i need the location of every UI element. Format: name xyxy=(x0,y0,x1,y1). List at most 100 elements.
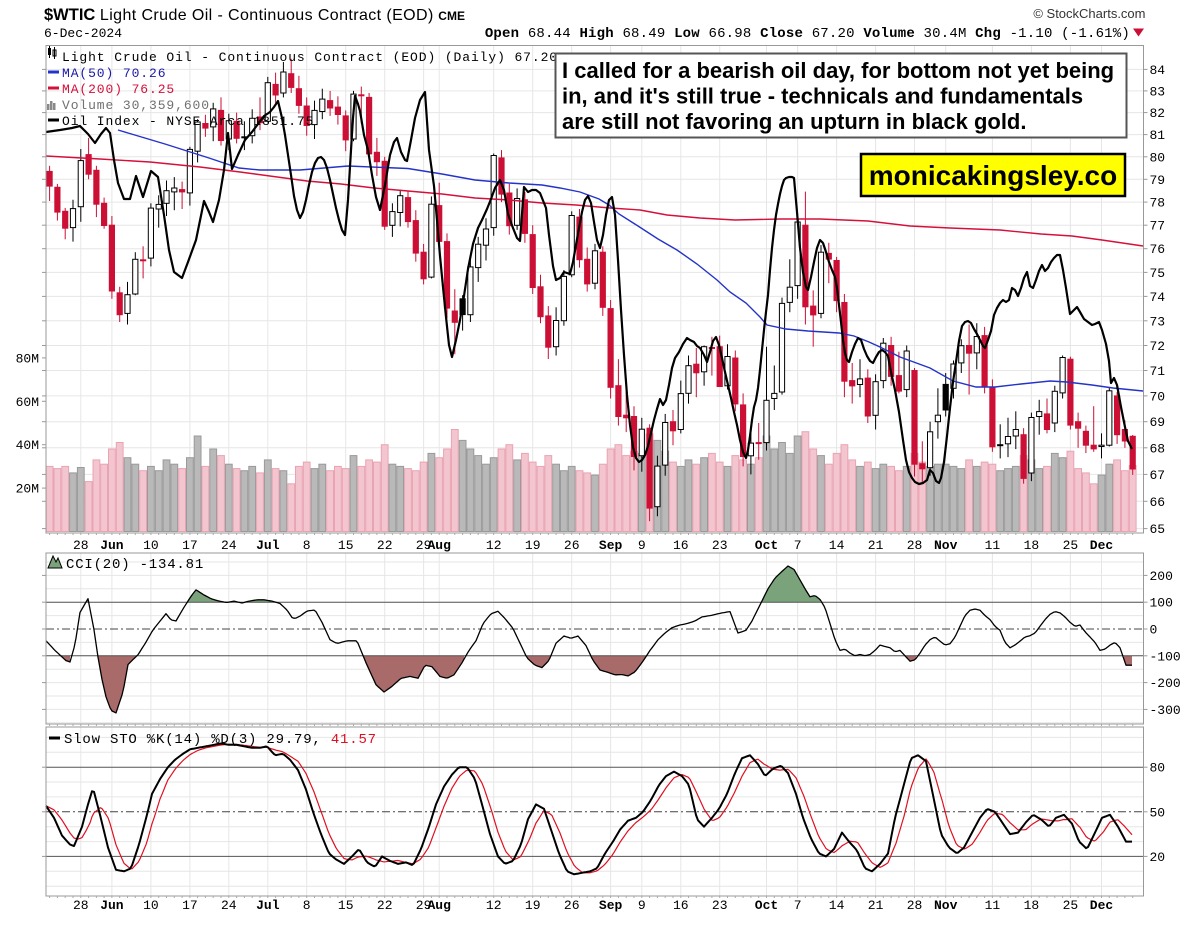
svg-text:12: 12 xyxy=(486,538,502,553)
svg-text:22: 22 xyxy=(377,538,393,553)
svg-text:12: 12 xyxy=(486,898,502,913)
svg-text:200: 200 xyxy=(1150,569,1173,584)
svg-text:are still not favoring an uptu: are still not favoring an upturn in blac… xyxy=(562,109,1026,134)
svg-text:29: 29 xyxy=(416,898,432,913)
svg-text:71: 71 xyxy=(1150,364,1166,379)
svg-text:9: 9 xyxy=(638,898,646,913)
svg-text:24: 24 xyxy=(221,898,237,913)
svg-text:CCI(20) -134.81: CCI(20) -134.81 xyxy=(66,557,204,573)
svg-text:$WTIC Light Crude Oil - Contin: $WTIC Light Crude Oil - Continuous Contr… xyxy=(44,6,465,24)
svg-text:14: 14 xyxy=(829,898,845,913)
svg-text:23: 23 xyxy=(712,898,728,913)
svg-text:28: 28 xyxy=(73,898,89,913)
svg-text:60M: 60M xyxy=(16,395,39,410)
svg-text:-300: -300 xyxy=(1150,703,1181,718)
svg-text:68: 68 xyxy=(1150,441,1166,456)
svg-text:65: 65 xyxy=(1150,522,1166,537)
svg-text:Oil Index - NYSE Arca 1851.75: Oil Index - NYSE Arca 1851.75 xyxy=(62,114,314,129)
svg-text:Sep: Sep xyxy=(599,538,623,553)
svg-text:66: 66 xyxy=(1150,495,1166,510)
svg-text:83: 83 xyxy=(1150,84,1166,99)
svg-text:Open 68.44 High 68.49 Low 66.9: Open 68.44 High 68.49 Low 66.98 Close 67… xyxy=(485,26,1130,42)
svg-text:24: 24 xyxy=(221,538,237,553)
svg-text:25: 25 xyxy=(1063,538,1079,553)
svg-text:28: 28 xyxy=(907,898,923,913)
svg-text:11: 11 xyxy=(985,538,1001,553)
svg-text:74: 74 xyxy=(1150,290,1166,305)
svg-text:67: 67 xyxy=(1150,468,1166,483)
svg-text:Sep: Sep xyxy=(599,898,623,913)
svg-text:Oct: Oct xyxy=(755,898,778,913)
svg-text:15: 15 xyxy=(338,898,354,913)
svg-text:80: 80 xyxy=(1150,150,1166,165)
svg-text:77: 77 xyxy=(1150,219,1166,234)
svg-text:40M: 40M xyxy=(16,438,39,453)
svg-text:Aug: Aug xyxy=(427,898,451,913)
svg-text:80M: 80M xyxy=(16,351,39,366)
svg-text:79: 79 xyxy=(1150,173,1166,188)
svg-text:80: 80 xyxy=(1150,761,1166,776)
svg-text:26: 26 xyxy=(564,538,580,553)
svg-text:Light Crude Oil - Continuous C: Light Crude Oil - Continuous Contract (E… xyxy=(62,50,558,65)
svg-text:25: 25 xyxy=(1063,898,1079,913)
svg-text:78: 78 xyxy=(1150,196,1166,211)
svg-text:Volume 30,359,600: Volume 30,359,600 xyxy=(62,98,210,113)
svg-text:20M: 20M xyxy=(16,482,39,497)
svg-text:69: 69 xyxy=(1150,415,1166,430)
svg-text:9: 9 xyxy=(638,538,646,553)
svg-text:Nov: Nov xyxy=(934,898,958,913)
svg-text:Jul: Jul xyxy=(256,898,280,913)
svg-text:in, and it's still true - tech: in, and it's still true - technicals and… xyxy=(562,84,1083,109)
svg-text:81: 81 xyxy=(1150,128,1166,143)
svg-text:28: 28 xyxy=(73,538,89,553)
svg-text:21: 21 xyxy=(868,538,884,553)
svg-text:Oct: Oct xyxy=(755,538,778,553)
svg-text:18: 18 xyxy=(1024,898,1040,913)
svg-text:72: 72 xyxy=(1150,339,1166,354)
svg-text:15: 15 xyxy=(338,538,354,553)
svg-text:18: 18 xyxy=(1024,538,1040,553)
svg-text:100: 100 xyxy=(1150,596,1173,611)
svg-text:Jun: Jun xyxy=(100,538,124,553)
svg-text:14: 14 xyxy=(829,538,845,553)
svg-text:17: 17 xyxy=(182,898,198,913)
svg-text:MA(50) 70.26: MA(50) 70.26 xyxy=(62,66,166,81)
svg-text:75: 75 xyxy=(1150,266,1166,281)
svg-text:28: 28 xyxy=(907,538,923,553)
svg-text:16: 16 xyxy=(673,538,689,553)
svg-text:I called for a bearish oil day: I called for a bearish oil day, for bott… xyxy=(562,58,1114,83)
svg-text:70: 70 xyxy=(1150,389,1166,404)
svg-text:8: 8 xyxy=(303,898,311,913)
svg-text:Dec: Dec xyxy=(1090,898,1114,913)
svg-text:19: 19 xyxy=(525,898,541,913)
svg-text:19: 19 xyxy=(525,538,541,553)
svg-text:Jul: Jul xyxy=(256,538,280,553)
svg-text:MA(200) 76.25: MA(200) 76.25 xyxy=(62,82,175,97)
svg-text:8: 8 xyxy=(303,538,311,553)
svg-text:84: 84 xyxy=(1150,63,1166,78)
svg-text:10: 10 xyxy=(143,898,159,913)
svg-text:10: 10 xyxy=(143,538,159,553)
svg-text:50: 50 xyxy=(1150,805,1166,820)
svg-text:82: 82 xyxy=(1150,106,1166,121)
svg-text:Dec: Dec xyxy=(1090,538,1114,553)
svg-text:21: 21 xyxy=(868,898,884,913)
svg-text:76: 76 xyxy=(1150,242,1166,257)
svg-text:© StockCharts.com: © StockCharts.com xyxy=(1033,6,1145,21)
svg-text:0: 0 xyxy=(1150,623,1158,638)
svg-text:7: 7 xyxy=(794,538,802,553)
svg-text:-200: -200 xyxy=(1150,676,1181,691)
svg-text:Aug: Aug xyxy=(427,538,451,553)
svg-text:22: 22 xyxy=(377,898,393,913)
svg-text:Jun: Jun xyxy=(100,898,124,913)
svg-text:16: 16 xyxy=(673,898,689,913)
svg-text:6-Dec-2024: 6-Dec-2024 xyxy=(44,26,122,41)
svg-text:11: 11 xyxy=(985,898,1001,913)
svg-text:-100: -100 xyxy=(1150,649,1181,664)
svg-text:29: 29 xyxy=(416,538,432,553)
svg-text:73: 73 xyxy=(1150,314,1166,329)
svg-text:Nov: Nov xyxy=(934,538,958,553)
svg-text:20: 20 xyxy=(1150,850,1166,865)
svg-text:23: 23 xyxy=(712,538,728,553)
svg-text:26: 26 xyxy=(564,898,580,913)
